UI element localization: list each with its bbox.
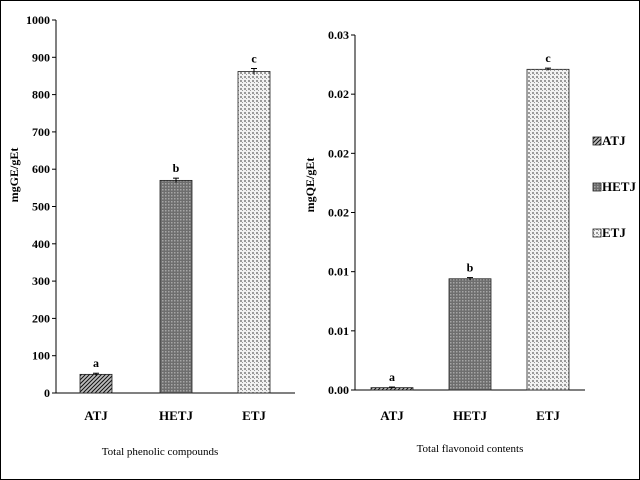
bar-hetj [448,278,492,391]
legend-label-atj: ATJ [602,133,626,148]
significance-letter: c [251,51,257,65]
legend-swatch-etj [592,228,602,238]
error-bar [545,67,551,71]
error-bar [389,386,395,389]
bar-etj [237,71,271,394]
y-tick-label: 0.02 [328,87,349,101]
phenolic-chart: 0 100 200 300 400 500 600 700 800 900 1000 a b c ATJ… [7,13,295,458]
y-tick-label: 0.02 [328,146,349,160]
y-tick-label: 900 [32,50,50,64]
y-tick-label: 0.03 [328,28,349,42]
legend: ATJ HETJ ETJ [592,133,636,240]
y-axis-title: mgGE/gEt [7,148,21,203]
error-bar [467,277,473,280]
y-tick-label: 0.00 [328,383,349,397]
significance-letter: b [173,161,180,175]
category-label: ETJ [536,408,560,423]
bar-hetj [159,179,193,394]
category-label: HETJ [159,408,193,423]
significance-letter: a [389,370,395,384]
flavonoid-chart: 0.00 0.01 0.01 0.02 0.02 0.02 0.03 a b c ATJ HETJ… [303,28,585,455]
bar-etj [526,68,570,391]
y-tick-label: 800 [32,88,50,102]
significance-letter: c [545,51,551,65]
y-tick-label: 700 [32,125,50,139]
error-bar [173,177,179,183]
y-tick-label: 300 [32,274,50,288]
y-tick-label: 0 [44,386,50,400]
error-bar [93,372,99,376]
y-tick-label: 1000 [26,13,50,27]
y-tick-label: 600 [32,162,50,176]
y-tick-label: 0.02 [328,206,349,220]
y-axis-title: mgQE/gEt [303,158,317,213]
category-label: ATJ [380,408,404,423]
x-axis-title: Total phenolic compounds [102,446,219,458]
y-tick-label: 0.01 [328,265,349,279]
significance-letter: a [93,356,99,370]
legend-label-hetj: HETJ [602,179,636,194]
error-bar [251,67,257,75]
y-tick-label: 400 [32,237,50,251]
significance-letter: b [467,261,474,275]
y-tick-label: 0.01 [328,324,349,338]
category-label: HETJ [453,408,487,423]
x-axis-title: Total flavonoid contents [417,443,524,455]
y-tick-label: 500 [32,200,50,214]
y-tick-label: 200 [32,311,50,325]
bar-atj [79,373,113,394]
legend-swatch-hetj [592,182,602,192]
legend-swatch-atj [592,136,602,146]
category-label: ATJ [84,408,108,423]
legend-label-etj: ETJ [602,225,626,240]
y-tick-label: 100 [32,349,50,363]
category-label: ETJ [242,408,266,423]
